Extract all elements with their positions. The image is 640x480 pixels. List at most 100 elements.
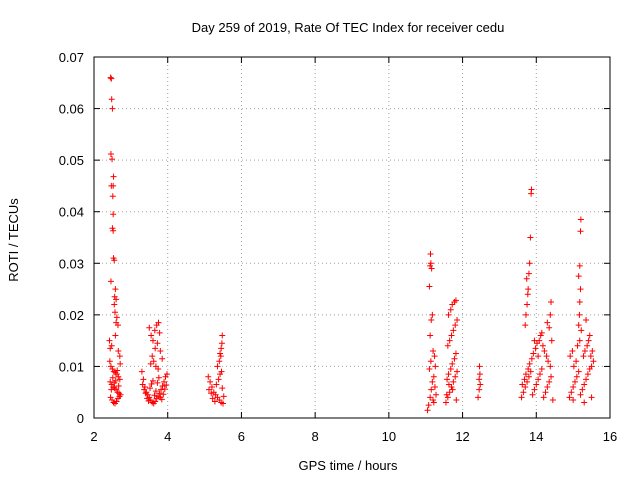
data-point <box>430 347 437 354</box>
data-point <box>578 327 585 334</box>
data-point <box>447 366 454 373</box>
data-point <box>548 373 555 380</box>
data-point <box>109 396 116 403</box>
data-point <box>424 407 431 414</box>
data-point <box>110 399 117 406</box>
data-point <box>452 373 459 380</box>
data-point <box>444 342 451 349</box>
data-point <box>109 374 116 381</box>
data-point <box>218 345 225 352</box>
data-point <box>107 74 114 81</box>
data-point <box>430 373 437 380</box>
data-point <box>444 376 451 383</box>
data-point <box>520 389 527 396</box>
x-tick-label: 14 <box>529 429 543 444</box>
data-point <box>443 391 450 398</box>
data-point <box>575 368 582 375</box>
data-point <box>149 377 156 384</box>
data-point <box>149 337 156 344</box>
x-tick-label: 12 <box>455 429 469 444</box>
data-point <box>108 342 115 349</box>
y-tick-label: 0.07 <box>59 50 84 65</box>
data-point <box>590 358 597 365</box>
data-point <box>116 353 123 360</box>
data-point <box>140 376 147 383</box>
y-tick-label: 0 <box>77 411 84 426</box>
data-point <box>445 311 452 318</box>
data-point <box>151 327 158 334</box>
data-point <box>576 262 583 269</box>
data-point <box>110 182 117 189</box>
data-point <box>217 371 224 378</box>
data-point <box>476 371 483 378</box>
data-point <box>524 301 531 308</box>
data-point <box>549 396 556 403</box>
data-point <box>147 385 154 392</box>
data-point <box>452 322 459 329</box>
data-point <box>147 360 154 367</box>
data-point <box>544 319 551 326</box>
data-point <box>108 386 115 393</box>
data-point <box>449 360 456 367</box>
data-point <box>148 332 155 339</box>
data-point <box>115 373 122 380</box>
data-point <box>546 378 553 385</box>
data-point <box>106 358 113 365</box>
data-point <box>111 293 118 300</box>
data-point <box>156 329 163 336</box>
data-point <box>476 363 483 370</box>
data-point <box>428 317 435 324</box>
data-point <box>219 385 226 392</box>
data-point <box>113 314 120 321</box>
data-point <box>161 378 168 385</box>
data-point <box>570 396 577 403</box>
data-point <box>220 393 227 400</box>
data-point <box>568 389 575 396</box>
data-point <box>217 353 224 360</box>
data-point <box>155 366 162 373</box>
data-point <box>218 368 225 375</box>
data-point <box>159 383 166 390</box>
data-point <box>588 363 595 370</box>
data-point <box>522 384 529 391</box>
data-point <box>475 394 482 401</box>
data-point <box>112 332 119 339</box>
data-point <box>569 347 576 354</box>
data-point <box>524 378 531 385</box>
data-point <box>154 340 161 347</box>
data-point <box>152 398 159 405</box>
data-point <box>547 363 554 370</box>
data-point <box>432 363 439 370</box>
data-point <box>219 332 226 339</box>
data-point <box>139 381 146 388</box>
data-point <box>142 390 149 397</box>
data-point <box>209 395 216 402</box>
data-point <box>145 397 152 404</box>
data-point <box>157 347 164 354</box>
data-point <box>532 345 539 352</box>
data-point <box>526 360 533 367</box>
data-point <box>476 376 483 383</box>
data-point <box>525 286 532 293</box>
data-point <box>539 342 546 349</box>
data-point <box>112 286 119 293</box>
data-point <box>213 381 220 388</box>
data-point <box>451 355 458 362</box>
y-tick-label: 0.01 <box>59 359 84 374</box>
x-tick-label: 4 <box>164 429 171 444</box>
data-point <box>547 311 554 318</box>
data-point <box>581 347 588 354</box>
data-point <box>581 399 588 406</box>
data-point <box>450 327 457 334</box>
data-point <box>160 391 167 398</box>
data-point <box>527 234 534 241</box>
data-point <box>581 381 588 388</box>
data-point <box>448 384 455 391</box>
data-point <box>110 227 117 234</box>
data-point <box>107 394 114 401</box>
data-point <box>211 398 218 405</box>
data-point <box>526 260 533 267</box>
data-point <box>525 270 532 277</box>
data-point <box>112 309 119 316</box>
